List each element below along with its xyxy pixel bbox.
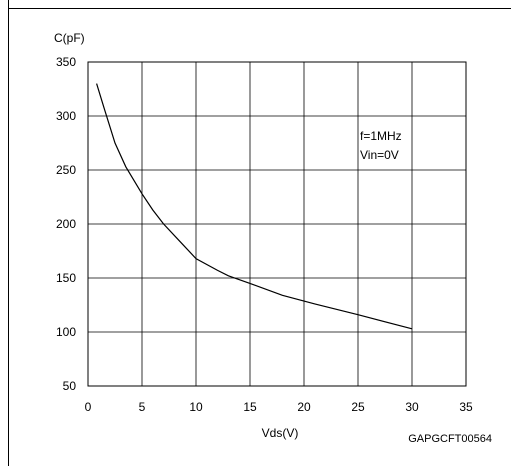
capacitance-curve	[97, 84, 412, 329]
x-tick-label-7: 35	[459, 400, 473, 414]
y-axis-label: C(pF)	[54, 31, 85, 45]
x-tick-label-4: 20	[297, 400, 311, 414]
vin-annotation: Vin=0V	[360, 148, 399, 162]
y-tick-label-4: 250	[56, 163, 76, 177]
x-tick-label-5: 25	[351, 400, 365, 414]
y-tick-label-3: 200	[56, 217, 76, 231]
grid	[88, 62, 466, 386]
y-tick-labels: 50 100 150 200 250 300 350	[56, 55, 76, 393]
x-tick-labels: 0 5 10 15 20 25 30 35	[85, 400, 473, 414]
x-tick-label-2: 10	[189, 400, 203, 414]
x-tick-label-3: 15	[243, 400, 257, 414]
y-tick-label-1: 100	[56, 325, 76, 339]
x-tick-label-1: 5	[139, 400, 146, 414]
figure-code: GAPGCFT00564	[408, 433, 492, 445]
frequency-annotation: f=1MHz	[360, 129, 402, 143]
y-tick-label-6: 350	[56, 55, 76, 69]
x-axis-label: Vds(V)	[262, 426, 299, 440]
y-tick-label-2: 150	[56, 271, 76, 285]
y-tick-label-5: 300	[56, 109, 76, 123]
x-tick-label-6: 30	[405, 400, 419, 414]
y-tick-label-0: 50	[63, 379, 77, 393]
x-tick-label-0: 0	[85, 400, 92, 414]
